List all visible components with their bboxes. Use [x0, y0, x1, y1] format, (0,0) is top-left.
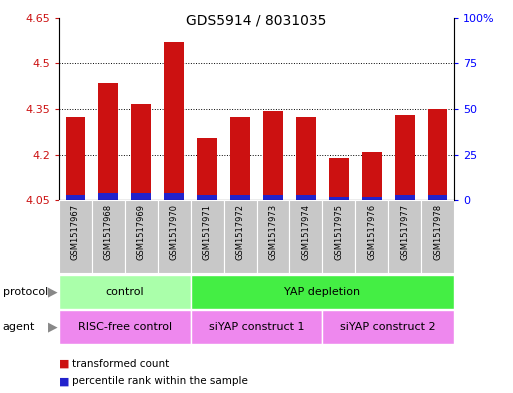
Bar — [428, 109, 447, 200]
Bar — [329, 158, 349, 200]
Text: percentile rank within the sample: percentile rank within the sample — [72, 376, 248, 386]
Text: ■: ■ — [59, 376, 69, 386]
Bar — [230, 117, 250, 200]
Bar — [362, 152, 382, 200]
Text: control: control — [106, 287, 144, 297]
Bar — [131, 105, 151, 200]
Text: GSM1517973: GSM1517973 — [268, 204, 278, 260]
Bar — [59, 200, 92, 273]
Bar — [230, 195, 250, 200]
Bar — [66, 117, 85, 200]
Text: GSM1517968: GSM1517968 — [104, 204, 113, 260]
Bar — [59, 275, 191, 309]
Bar — [388, 200, 421, 273]
Bar — [131, 193, 151, 200]
Text: GSM1517978: GSM1517978 — [433, 204, 442, 260]
Bar — [98, 83, 118, 200]
Bar — [322, 200, 355, 273]
Bar — [224, 200, 256, 273]
Text: siYAP construct 1: siYAP construct 1 — [209, 322, 304, 332]
Text: GSM1517970: GSM1517970 — [170, 204, 179, 260]
Bar — [164, 193, 184, 200]
Bar — [362, 197, 382, 200]
Text: GSM1517971: GSM1517971 — [203, 204, 212, 260]
Text: GSM1517977: GSM1517977 — [400, 204, 409, 260]
Bar — [197, 195, 217, 200]
Bar — [191, 310, 322, 344]
Text: GSM1517974: GSM1517974 — [301, 204, 310, 260]
Text: ▶: ▶ — [48, 285, 57, 298]
Text: ■: ■ — [59, 358, 69, 369]
Text: siYAP construct 2: siYAP construct 2 — [340, 322, 436, 332]
Bar — [125, 200, 158, 273]
Text: GSM1517975: GSM1517975 — [334, 204, 343, 260]
Bar — [355, 200, 388, 273]
Bar — [191, 275, 454, 309]
Bar — [158, 200, 191, 273]
Text: ▶: ▶ — [48, 321, 57, 334]
Text: transformed count: transformed count — [72, 358, 169, 369]
Bar — [421, 200, 454, 273]
Text: GSM1517967: GSM1517967 — [71, 204, 80, 260]
Bar — [197, 138, 217, 200]
Bar — [98, 193, 118, 200]
Text: GSM1517976: GSM1517976 — [367, 204, 376, 260]
Text: RISC-free control: RISC-free control — [78, 322, 172, 332]
Bar — [329, 197, 349, 200]
Bar — [296, 195, 315, 200]
Bar — [394, 115, 415, 200]
Bar — [66, 195, 85, 200]
Bar — [59, 310, 191, 344]
Bar — [289, 200, 322, 273]
Bar — [263, 110, 283, 200]
Bar — [394, 195, 415, 200]
Bar — [164, 42, 184, 200]
Bar — [428, 195, 447, 200]
Bar — [322, 310, 454, 344]
Bar — [191, 200, 224, 273]
Bar — [296, 117, 315, 200]
Bar — [263, 195, 283, 200]
Text: agent: agent — [3, 322, 35, 332]
Text: GSM1517969: GSM1517969 — [137, 204, 146, 260]
Bar — [92, 200, 125, 273]
Text: GSM1517972: GSM1517972 — [235, 204, 245, 260]
Text: protocol: protocol — [3, 287, 48, 297]
Text: YAP depletion: YAP depletion — [284, 287, 361, 297]
Bar — [256, 200, 289, 273]
Text: GDS5914 / 8031035: GDS5914 / 8031035 — [186, 14, 327, 28]
